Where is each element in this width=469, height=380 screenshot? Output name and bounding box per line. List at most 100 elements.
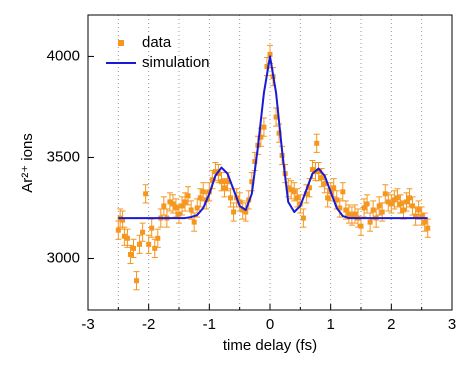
data-point [231, 209, 237, 215]
data-point [115, 227, 121, 233]
data-point [252, 158, 258, 164]
data-point [379, 209, 385, 215]
data-point [322, 181, 328, 187]
data-point [209, 177, 215, 183]
data-point [188, 207, 194, 213]
data-point [352, 211, 358, 217]
plot-frame [87, 14, 453, 311]
data-point [267, 51, 273, 57]
data-point [376, 203, 382, 209]
x-axis-label: time delay (fs) [223, 337, 317, 354]
data-point [264, 64, 270, 70]
data-point [382, 191, 388, 197]
data-point [149, 225, 155, 231]
data-point [334, 197, 340, 203]
data-point [388, 201, 394, 207]
data-point [306, 185, 312, 191]
data-point [385, 199, 391, 205]
simulation-line [118, 55, 428, 220]
data-point [194, 205, 200, 211]
data-point [161, 203, 167, 209]
data-point [291, 189, 297, 195]
data-point [170, 201, 176, 207]
data-point [191, 219, 197, 225]
data-point [349, 213, 355, 219]
y-tick-label: 3500 [47, 148, 80, 165]
data-point [258, 134, 264, 140]
data-point [273, 114, 279, 120]
data-point [182, 199, 188, 205]
data-point [413, 213, 419, 219]
data-point [294, 195, 300, 201]
data-point [407, 195, 413, 201]
x-tick-label: 1 [326, 316, 334, 333]
data-point [358, 223, 364, 229]
data-point [340, 189, 346, 195]
data-point [200, 189, 206, 195]
data-point [288, 187, 294, 193]
x-tick-label: 0 [266, 316, 274, 333]
data-point [143, 191, 149, 197]
data-point [212, 169, 218, 175]
data-point [218, 179, 224, 185]
data-point [361, 205, 367, 211]
data-point [391, 197, 397, 203]
data-point [316, 169, 322, 175]
data-point [176, 211, 182, 217]
data-point [179, 203, 185, 209]
legend-marker [118, 40, 124, 46]
data-point [422, 219, 428, 225]
data-point [134, 278, 140, 284]
data-point [309, 167, 315, 173]
data-point [121, 233, 127, 239]
data-point [237, 199, 243, 205]
data-point [185, 193, 191, 199]
data-point [127, 251, 133, 257]
data-point [343, 207, 349, 213]
data-point [300, 215, 306, 221]
data-point [370, 207, 376, 213]
x-tick-label: -3 [81, 316, 94, 333]
data-point [331, 185, 337, 191]
y-tick-label: 3000 [47, 249, 80, 266]
data-point [346, 211, 352, 217]
data-point [419, 213, 425, 219]
data-point [124, 235, 130, 241]
data-point [215, 171, 221, 177]
data-point [243, 209, 249, 215]
data-point [364, 201, 370, 207]
legend-label: data [142, 34, 172, 51]
data-point [120, 217, 126, 223]
data-point [155, 235, 161, 241]
data-point [146, 241, 152, 247]
data-point [228, 195, 234, 201]
data-point [197, 195, 203, 201]
data-point [225, 179, 231, 185]
x-tick-label: 3 [448, 316, 456, 333]
data-point [319, 175, 325, 181]
data-point [325, 195, 331, 201]
data-point [367, 219, 373, 225]
data-point [222, 185, 227, 191]
data-point [404, 199, 409, 205]
data-point [152, 245, 158, 251]
data-point [416, 207, 422, 213]
data-point [397, 201, 403, 207]
data-point [337, 205, 343, 211]
data-point [249, 179, 255, 185]
y-axis-label: Ar²⁺ ions [19, 133, 36, 193]
data-point [394, 195, 400, 201]
data-point [410, 203, 416, 209]
x-tick-label: 2 [387, 316, 395, 333]
x-tick-label: -2 [142, 316, 155, 333]
data-point [276, 130, 282, 136]
data-point [400, 207, 406, 213]
legend-label: simulation [142, 54, 210, 71]
data-point [140, 229, 146, 235]
data-point [285, 185, 291, 191]
data-point [261, 124, 267, 130]
data-point [137, 241, 143, 247]
y-tick-label: 4000 [47, 47, 80, 64]
data-point [131, 245, 136, 251]
